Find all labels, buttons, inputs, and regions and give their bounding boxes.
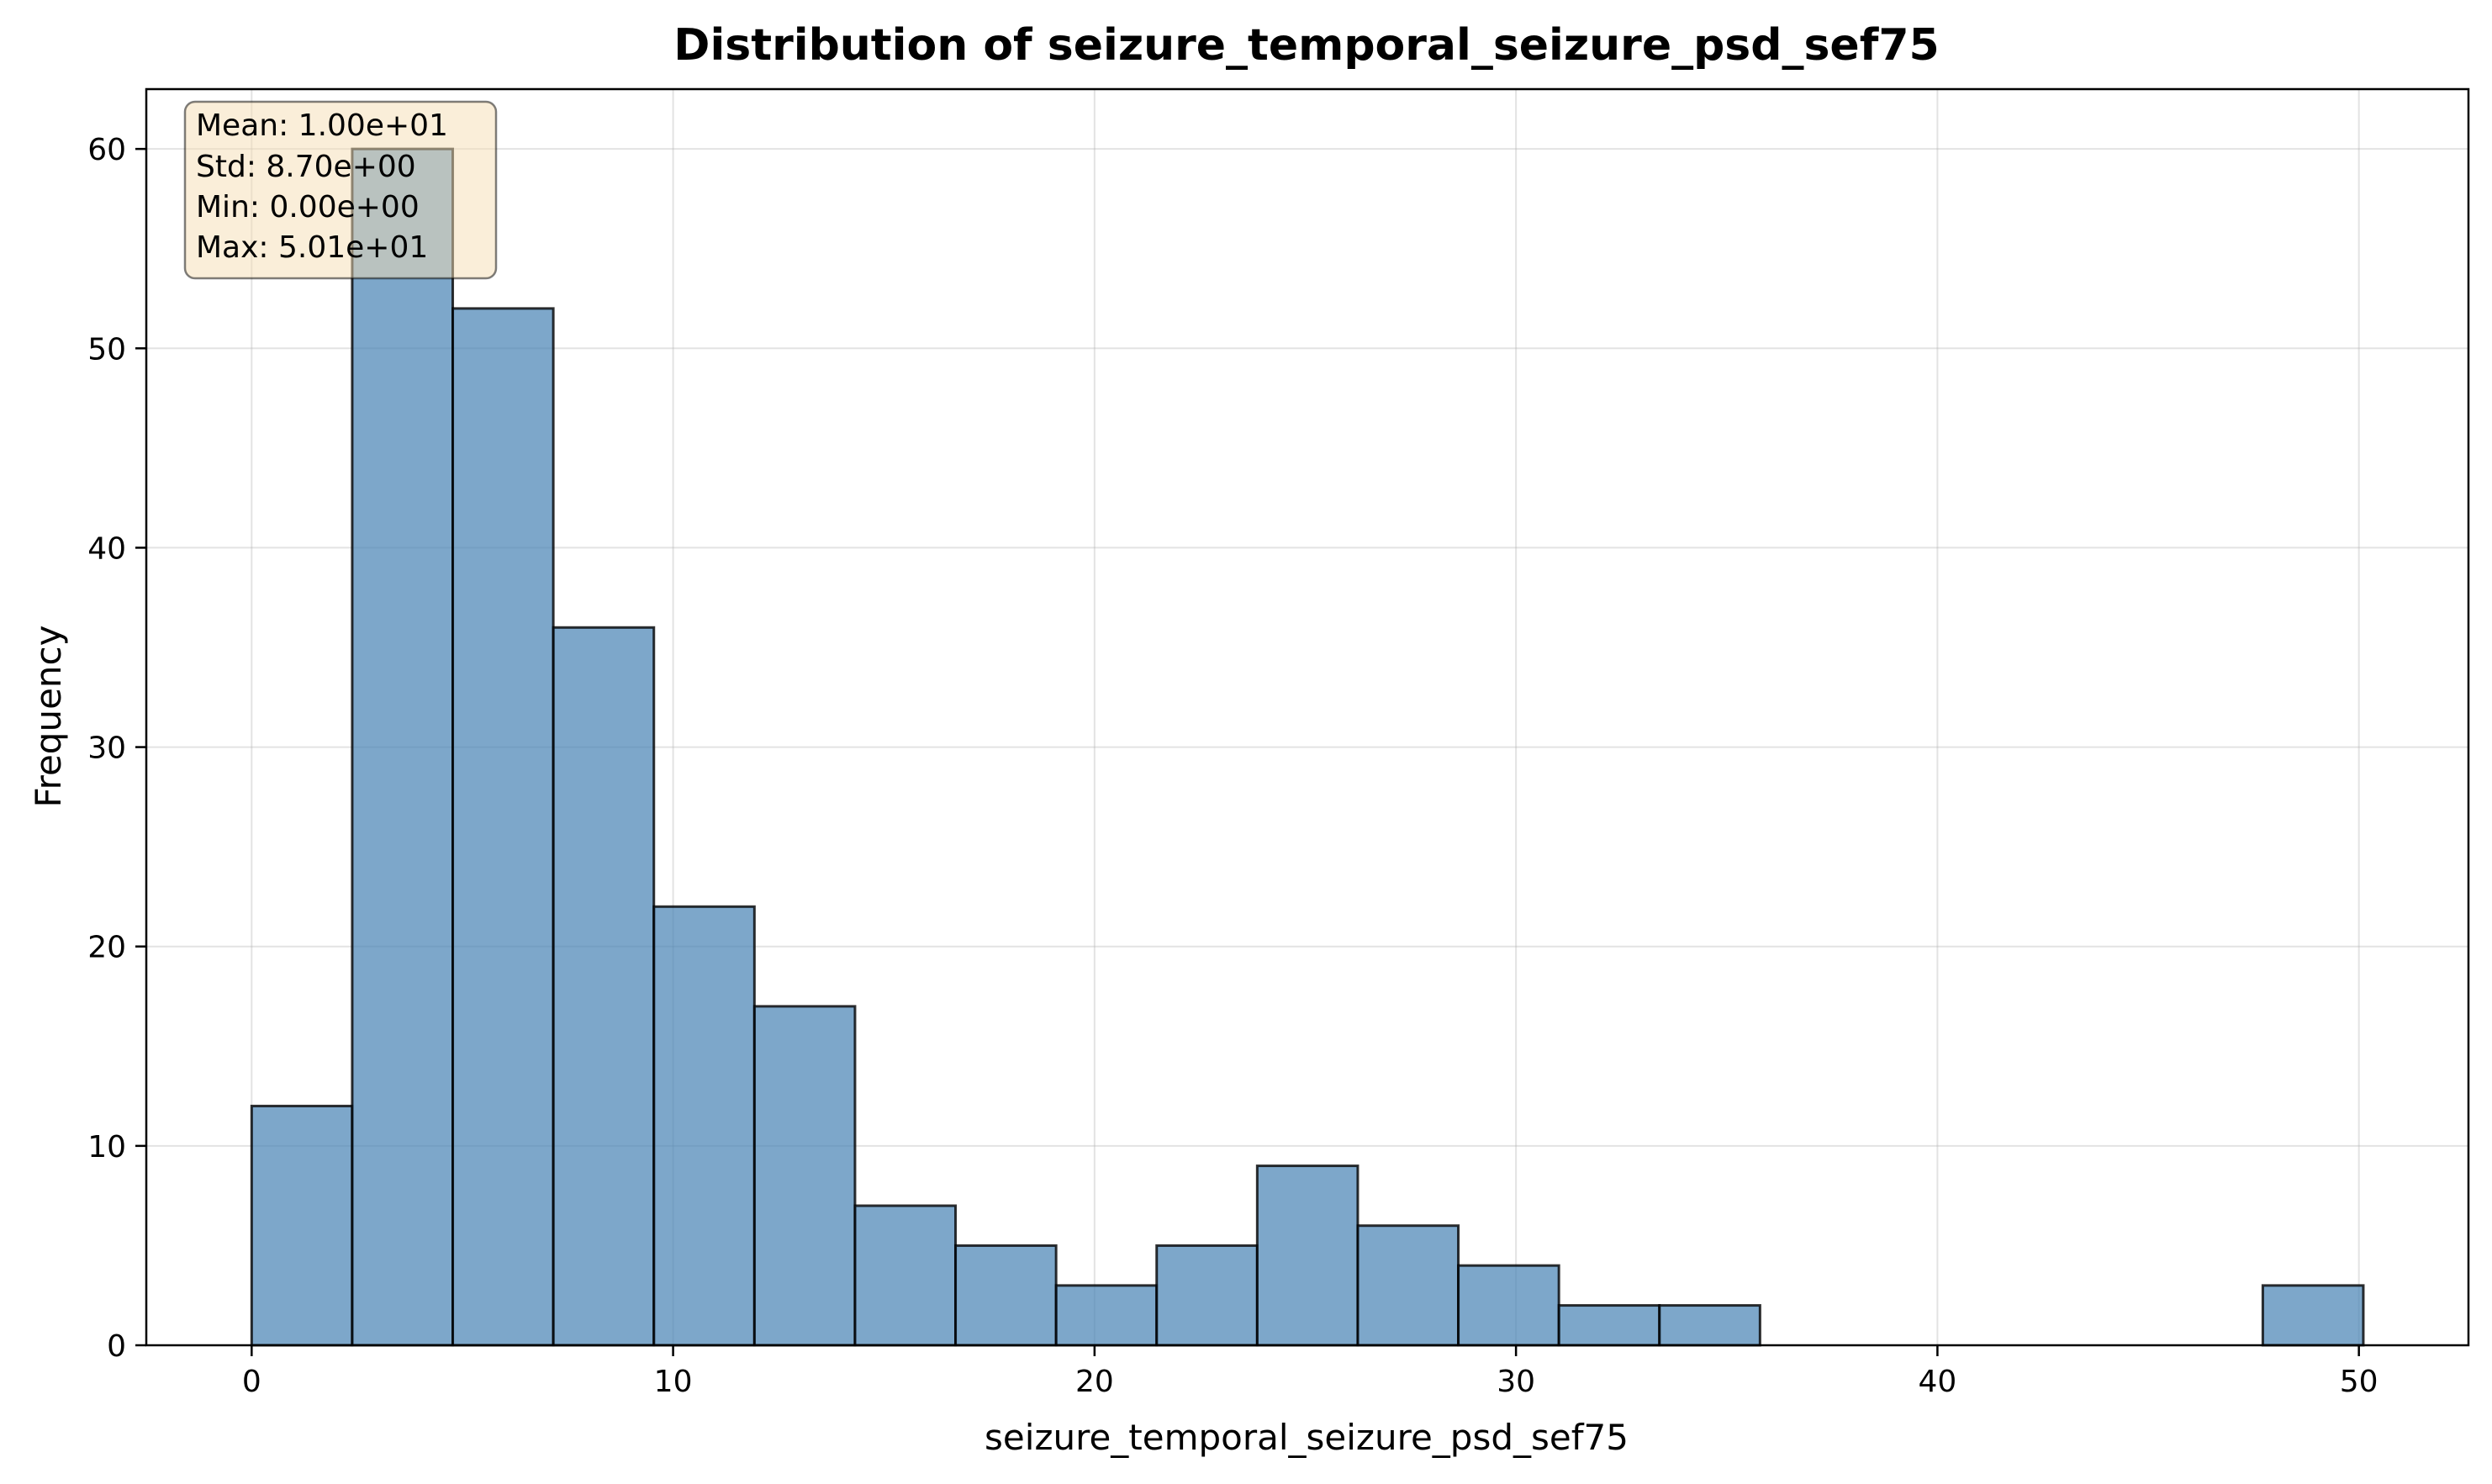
x-tick-label: 30 (1497, 1365, 1535, 1399)
y-tick-label: 40 (87, 531, 126, 566)
y-tick-label: 50 (87, 332, 126, 367)
histogram-bar (1356, 1224, 1460, 1347)
chart-title: Distribution of seizure_temporal_seizure… (673, 20, 1939, 71)
histogram-bar (1155, 1244, 1259, 1347)
y-axis-ticks: 0 10 20 30 40 50 60 (87, 133, 146, 1364)
histogram-bar (1054, 1284, 1159, 1347)
histogram-bar (451, 307, 555, 1347)
x-tick-label: 20 (1075, 1365, 1114, 1399)
stat-min: Min: 0.00e+00 (196, 190, 420, 224)
x-tick-label: 50 (2340, 1365, 2378, 1399)
stat-std: Std: 8.70e+00 (196, 150, 416, 184)
x-axis-label: seizure_temporal_seizure_psd_sef75 (985, 1417, 1629, 1458)
y-tick-label: 0 (107, 1329, 126, 1364)
histogram-bar (652, 905, 756, 1347)
histogram-bar (853, 1204, 958, 1347)
x-axis-ticks: 0 10 20 30 40 50 (242, 1345, 2378, 1399)
y-tick-label: 10 (87, 1130, 126, 1164)
histogram-bar (2261, 1284, 2365, 1347)
histogram-bar (954, 1244, 1058, 1347)
x-tick-label: 0 (242, 1365, 261, 1399)
x-tick-label: 10 (654, 1365, 693, 1399)
histogram-bars (250, 147, 2365, 1347)
histogram-bar (752, 1005, 857, 1347)
y-axis-label: Frequency (28, 626, 69, 808)
x-tick-label: 40 (1918, 1365, 1956, 1399)
stats-box: Mean: 1.00e+01 Std: 8.70e+00 Min: 0.00e+… (183, 100, 498, 280)
histogram-bar (351, 147, 455, 1347)
stat-max: Max: 5.01e+01 (196, 230, 428, 265)
axes-frame (145, 87, 2470, 1347)
histogram-bar (1457, 1264, 1560, 1347)
y-tick-label: 30 (87, 731, 126, 766)
histogram-bar (1658, 1304, 1761, 1347)
stat-mean: Mean: 1.00e+01 (196, 108, 448, 143)
stats-box-background (183, 100, 498, 280)
histogram-bar (1557, 1304, 1661, 1347)
histogram-bar (552, 626, 656, 1347)
histogram-bar (1255, 1164, 1360, 1347)
y-tick-label: 60 (87, 133, 126, 167)
y-tick-label: 20 (87, 931, 126, 965)
histogram-bar (250, 1104, 354, 1347)
